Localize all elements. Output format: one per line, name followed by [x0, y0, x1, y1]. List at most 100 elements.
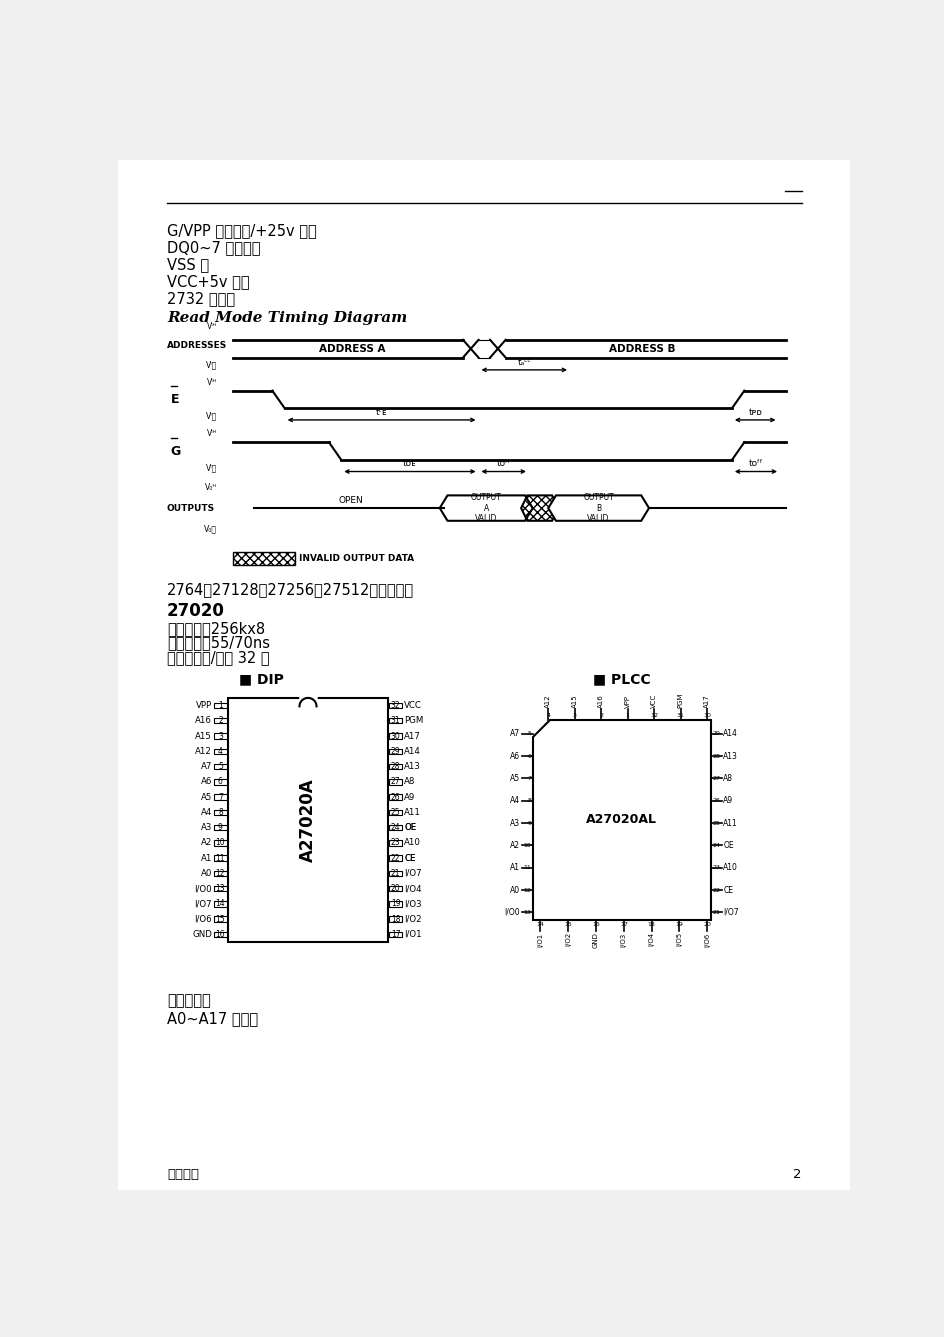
Bar — [389, 825, 401, 830]
Text: CE: CE — [404, 853, 415, 862]
Text: 17: 17 — [391, 929, 400, 939]
Text: 读写时间：55/70ns: 读写时间：55/70ns — [167, 635, 270, 651]
Text: ADDRESSES: ADDRESSES — [167, 341, 227, 350]
Text: 3: 3 — [218, 731, 223, 741]
Text: 9: 9 — [527, 821, 531, 825]
Text: 8: 8 — [527, 798, 531, 804]
Text: A13: A13 — [404, 762, 420, 771]
Bar — [389, 733, 401, 739]
Text: G: G — [171, 445, 181, 457]
Text: A5: A5 — [200, 793, 211, 802]
Text: 30: 30 — [702, 714, 710, 718]
Bar — [232, 552, 295, 564]
Text: 20: 20 — [702, 921, 710, 927]
Text: 引脚功能：: 引脚功能： — [167, 993, 211, 1008]
Text: 26: 26 — [391, 793, 400, 802]
Text: I/O3: I/O3 — [404, 900, 421, 908]
Text: A6: A6 — [200, 777, 211, 786]
Polygon shape — [439, 496, 532, 521]
Text: A0: A0 — [200, 869, 211, 878]
Text: 10: 10 — [215, 838, 225, 848]
Bar — [214, 901, 227, 906]
Text: INVALID OUTPUT DATA: INVALID OUTPUT DATA — [299, 554, 414, 563]
Text: I/O5: I/O5 — [676, 932, 682, 947]
Text: A7: A7 — [200, 762, 211, 771]
Text: 32: 32 — [391, 701, 400, 710]
Text: A9: A9 — [404, 793, 415, 802]
Text: A27020A: A27020A — [298, 778, 316, 862]
Text: 11: 11 — [215, 853, 225, 862]
Text: 17: 17 — [619, 921, 627, 927]
Text: VSS 地: VSS 地 — [167, 258, 209, 273]
Text: 23: 23 — [391, 838, 400, 848]
Text: 2: 2 — [218, 717, 223, 725]
Text: G/VPP 输出允许/+25v 电源: G/VPP 输出允许/+25v 电源 — [167, 223, 316, 238]
Text: A12: A12 — [545, 694, 550, 707]
Text: I/O0: I/O0 — [504, 908, 520, 917]
Text: DQ0~7 数据双向: DQ0~7 数据双向 — [167, 241, 261, 255]
Text: I/O6: I/O6 — [194, 915, 211, 924]
Text: ADDRESS B: ADDRESS B — [608, 344, 675, 354]
Text: 32: 32 — [649, 714, 657, 718]
Text: 6: 6 — [527, 754, 531, 758]
Text: 14: 14 — [536, 921, 544, 927]
Text: Vᴵᴴ: Vᴵᴴ — [207, 429, 217, 439]
Text: Vᴵᰳ: Vᴵᰳ — [206, 463, 217, 472]
Text: 13: 13 — [523, 910, 531, 915]
Text: A11: A11 — [404, 808, 420, 817]
Text: OPEN: OPEN — [338, 496, 362, 505]
Polygon shape — [532, 719, 710, 920]
Text: 30: 30 — [390, 731, 400, 741]
Text: 27: 27 — [712, 775, 719, 781]
Text: A11: A11 — [723, 818, 737, 828]
Text: E: E — [171, 393, 179, 406]
Bar — [389, 932, 401, 937]
Polygon shape — [548, 496, 649, 521]
Text: 19: 19 — [391, 900, 400, 908]
Text: I/O4: I/O4 — [648, 932, 654, 947]
Text: GND: GND — [593, 932, 598, 948]
Text: A4: A4 — [510, 797, 520, 805]
Text: A8: A8 — [723, 774, 733, 783]
Text: 18: 18 — [391, 915, 400, 924]
Text: A14: A14 — [404, 747, 420, 755]
Text: 1: 1 — [218, 701, 223, 710]
Text: OE: OE — [404, 824, 416, 832]
Text: 封装：直插/贴片 32 脚: 封装：直插/贴片 32 脚 — [167, 650, 269, 666]
Text: A10: A10 — [404, 838, 420, 848]
Text: VPP: VPP — [624, 694, 630, 707]
Text: 8: 8 — [218, 808, 223, 817]
Text: I/O4: I/O4 — [404, 884, 421, 893]
Bar — [389, 870, 401, 876]
Bar — [214, 870, 227, 876]
Text: V₀ᴴ: V₀ᴴ — [205, 483, 217, 492]
Text: A16: A16 — [598, 694, 603, 707]
Text: 9: 9 — [218, 824, 223, 832]
Text: CE: CE — [404, 853, 415, 862]
Text: 25: 25 — [712, 821, 719, 825]
Text: I/O1: I/O1 — [404, 929, 421, 939]
Text: 15: 15 — [564, 921, 571, 927]
Text: 6: 6 — [218, 777, 223, 786]
Text: Vᴵᴴ: Vᴵᴴ — [207, 322, 217, 332]
Text: 7: 7 — [527, 775, 531, 781]
Text: I/O7: I/O7 — [194, 900, 211, 908]
Bar — [214, 733, 227, 739]
Text: 18: 18 — [647, 921, 655, 927]
Bar — [214, 916, 227, 921]
Text: A15: A15 — [194, 731, 211, 741]
Text: A1: A1 — [510, 864, 520, 872]
Bar — [214, 749, 227, 754]
Text: 10: 10 — [523, 842, 531, 848]
Text: 20: 20 — [391, 884, 400, 893]
Text: 22: 22 — [391, 853, 400, 862]
Text: 14: 14 — [215, 900, 225, 908]
Text: 1: 1 — [625, 714, 629, 718]
Text: 12: 12 — [215, 869, 225, 878]
Bar — [389, 810, 401, 816]
Text: A12: A12 — [194, 747, 211, 755]
Text: A2: A2 — [510, 841, 520, 850]
Text: 28: 28 — [712, 754, 719, 758]
Text: tₐᶜᶜ: tₐᶜᶜ — [516, 358, 531, 366]
Text: A7: A7 — [510, 729, 520, 738]
